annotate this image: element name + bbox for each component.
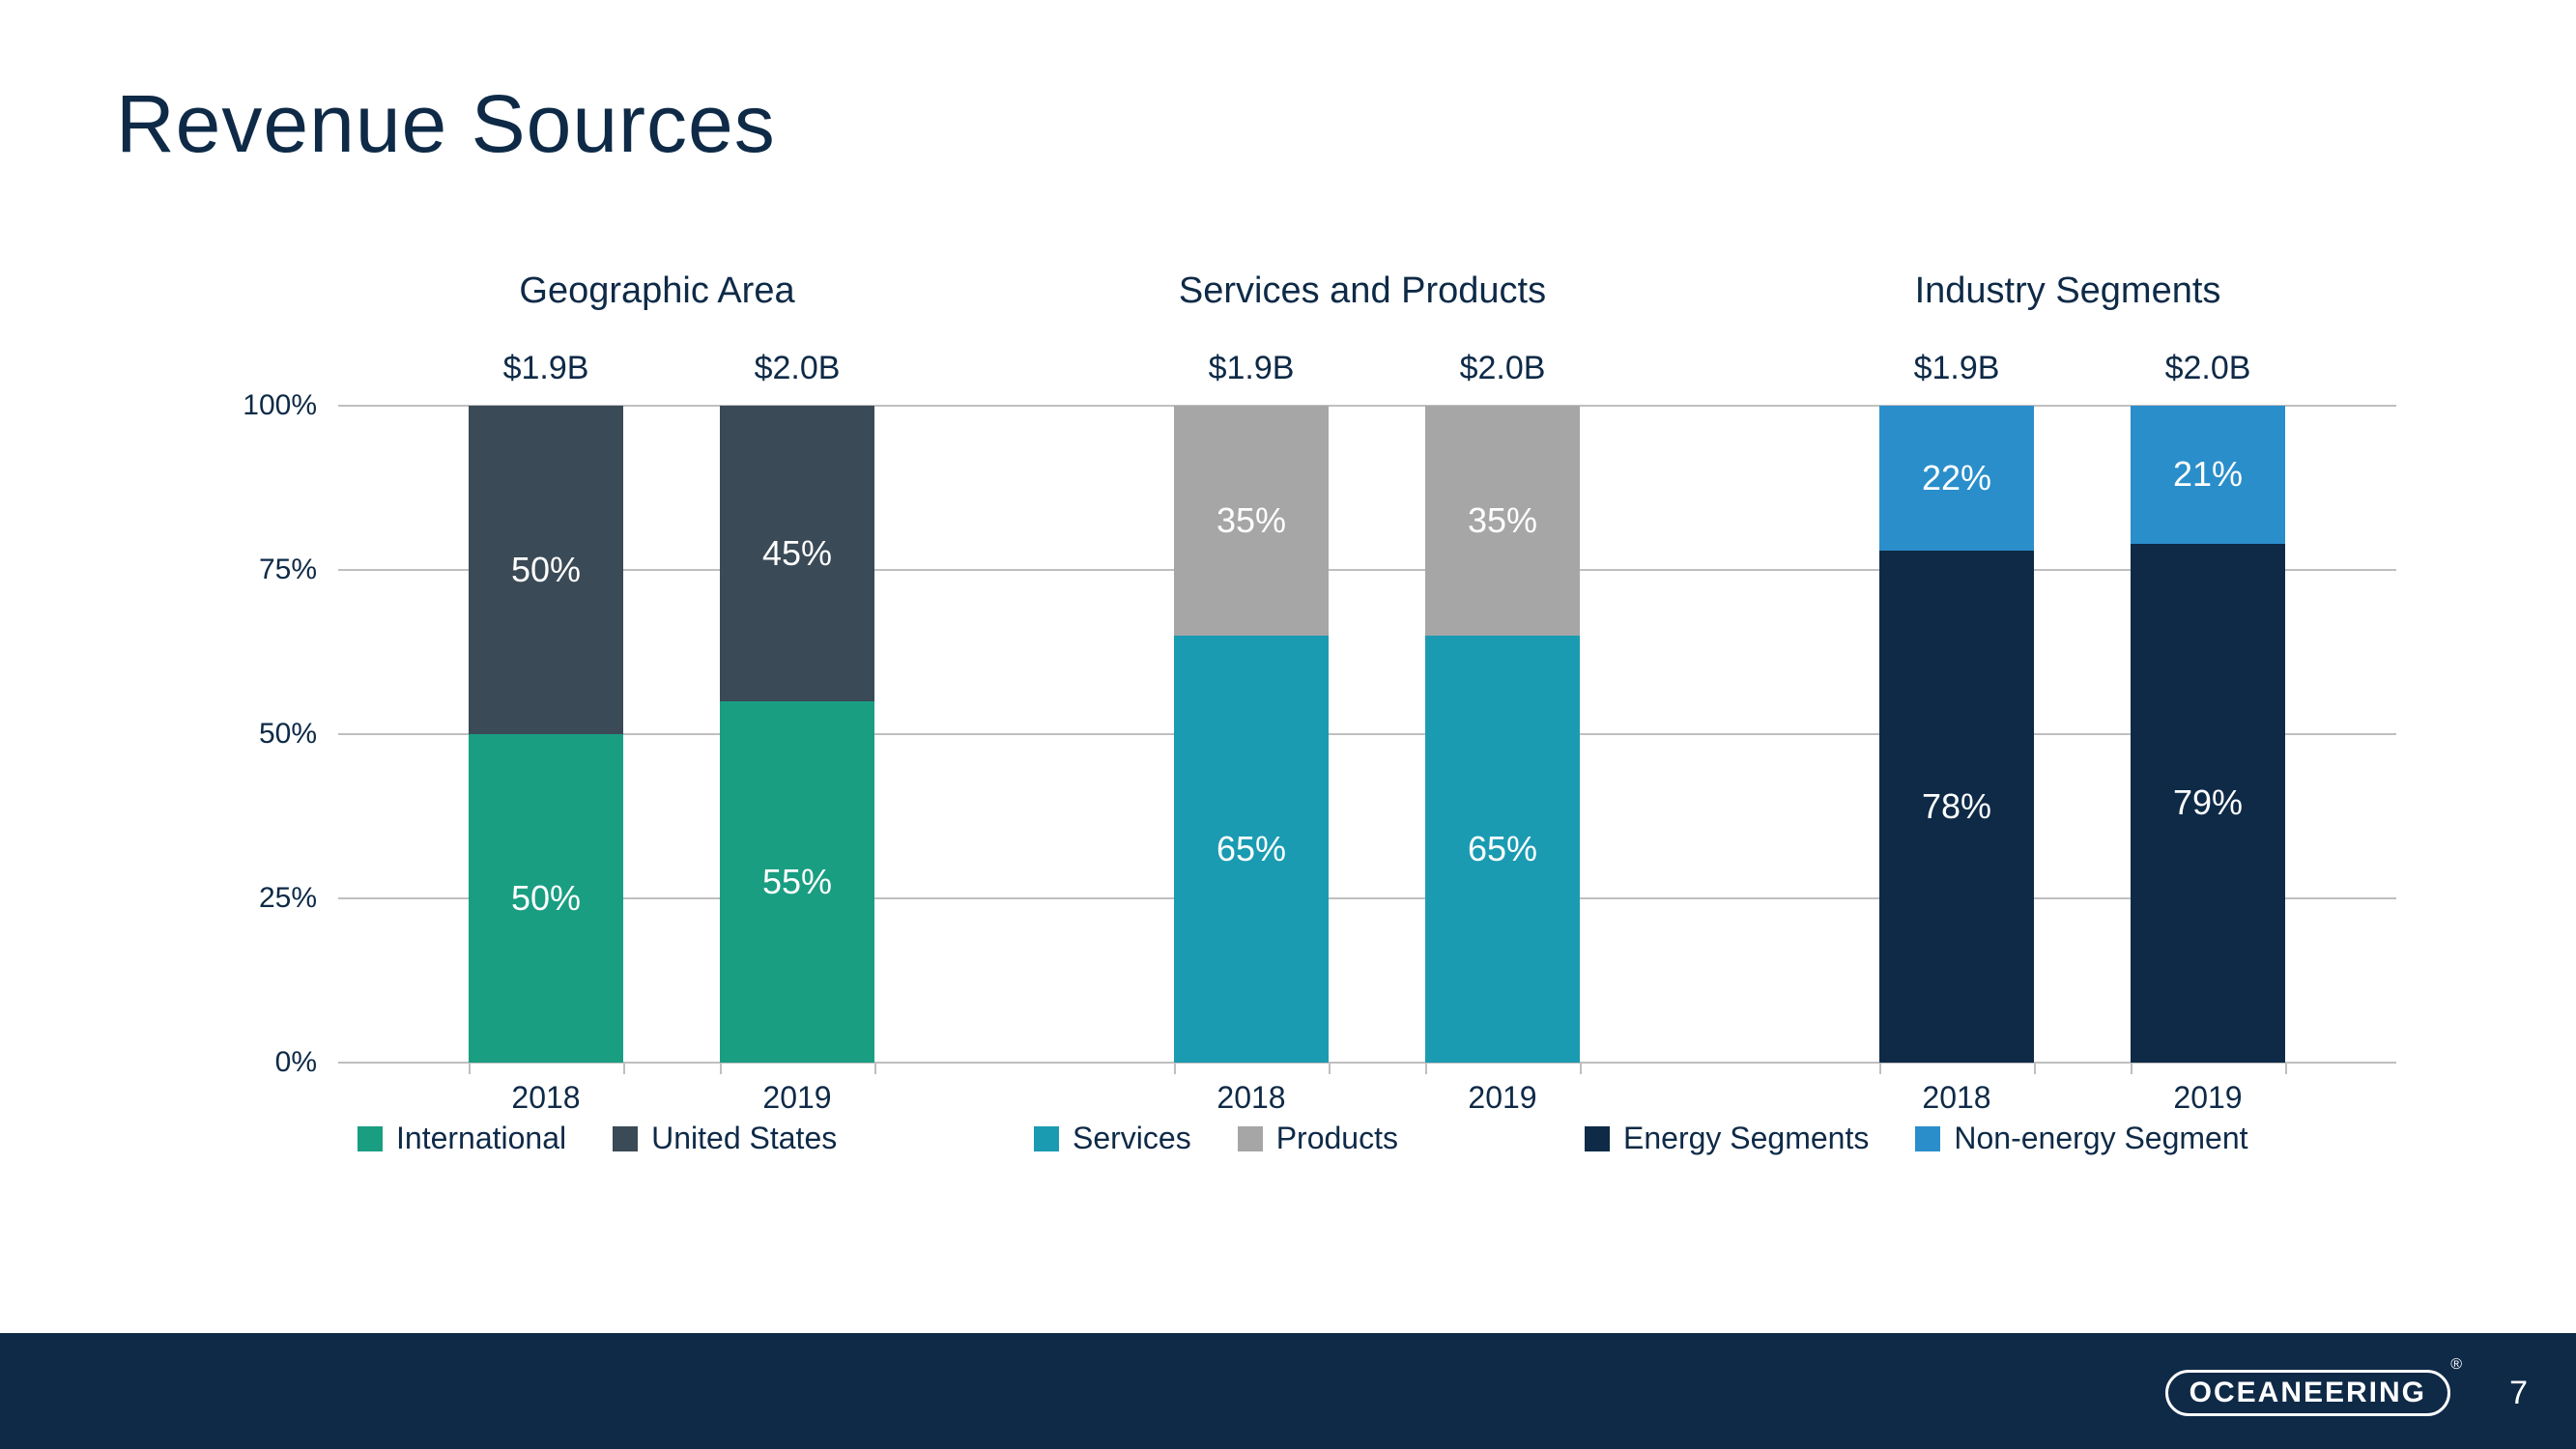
bar-segment: 35%: [1425, 406, 1580, 636]
legend-swatch: [613, 1126, 638, 1151]
legend-group: Energy Segments Non-energy Segment: [1585, 1121, 2248, 1156]
x-tickmark: [1425, 1063, 1427, 1074]
stacked-bar: 55%45%: [720, 406, 874, 1063]
legend-item: United States: [613, 1121, 837, 1156]
chart-legend: International United States Services Produc…: [338, 1121, 2396, 1179]
legend-label: United States: [651, 1121, 837, 1156]
chart-group-title: Geographic Area: [519, 270, 794, 312]
y-tick-label: 100%: [213, 389, 338, 422]
legend-label: Products: [1276, 1121, 1398, 1156]
bar-total-label: $2.0B: [2165, 350, 2251, 387]
x-axis-label: 2019: [2173, 1080, 2242, 1116]
bar-segment: 65%: [1174, 636, 1329, 1063]
bar-segment: 65%: [1425, 636, 1580, 1063]
legend-label: International: [396, 1121, 566, 1156]
x-tickmark: [874, 1063, 876, 1074]
chart-group-title: Services and Products: [1179, 270, 1546, 312]
x-axis-label: 2018: [511, 1080, 580, 1116]
stacked-bar: 50%50%: [469, 406, 623, 1063]
legend-swatch: [1034, 1126, 1059, 1151]
bar-total-label: $2.0B: [755, 350, 841, 387]
bar-total-label: $2.0B: [1460, 350, 1546, 387]
x-tickmark: [1580, 1063, 1582, 1074]
bar-segment: 35%: [1174, 406, 1329, 636]
group-titles-row: Geographic Area Services and Products Indu…: [213, 270, 2396, 328]
x-tickmark: [2034, 1063, 2036, 1074]
bar-segment: 22%: [1879, 406, 2034, 551]
gridline: [338, 1062, 2396, 1064]
bar-total-label: $1.9B: [1914, 350, 2000, 387]
x-tickmark: [1174, 1063, 1176, 1074]
bar-segment: 78%: [1879, 551, 2034, 1063]
chart-plot: 0%25%50%75%100% $1.9B50%50%2018$2.0B55%4…: [338, 406, 2396, 1063]
legend-swatch: [1585, 1126, 1610, 1151]
gridline: [338, 405, 2396, 407]
stacked-bar: 65%35%: [1425, 406, 1580, 1063]
legend-item: International: [358, 1121, 566, 1156]
x-axis-label: 2018: [1216, 1080, 1285, 1116]
y-tick-label: 50%: [213, 718, 338, 751]
gridline: [338, 733, 2396, 735]
company-logo: OCEANEERING: [2165, 1370, 2450, 1416]
slide-footer: OCEANEERING ® 7: [0, 1333, 2576, 1449]
gridline: [338, 897, 2396, 899]
legend-item: Services: [1034, 1121, 1191, 1156]
page-number: 7: [2509, 1375, 2528, 1412]
x-tickmark: [469, 1063, 471, 1074]
legend-label: Services: [1073, 1121, 1191, 1156]
y-tick-label: 75%: [213, 554, 338, 586]
legend-swatch: [1238, 1126, 1263, 1151]
slide: Revenue Sources Geographic Area Services …: [0, 0, 2576, 1449]
x-axis-label: 2019: [762, 1080, 831, 1116]
legend-swatch: [1915, 1126, 1940, 1151]
x-tickmark: [2285, 1063, 2287, 1074]
legend-item: Products: [1238, 1121, 1398, 1156]
registered-mark: ®: [2450, 1356, 2462, 1374]
x-axis-label: 2019: [1468, 1080, 1536, 1116]
legend-swatch: [358, 1126, 383, 1151]
gridline: [338, 569, 2396, 571]
bar-segment: 21%: [2131, 406, 2285, 544]
x-tickmark: [1879, 1063, 1881, 1074]
legend-label: Non-energy Segment: [1954, 1121, 2247, 1156]
bar-segment: 50%: [469, 734, 623, 1063]
x-tickmark: [1329, 1063, 1331, 1074]
stacked-bar: 79%21%: [2131, 406, 2285, 1063]
slide-title: Revenue Sources: [116, 77, 776, 171]
legend-label: Energy Segments: [1623, 1121, 1869, 1156]
y-tick-label: 0%: [213, 1046, 338, 1079]
bar-segment: 50%: [469, 406, 623, 734]
bar-segment: 55%: [720, 701, 874, 1063]
legend-item: Energy Segments: [1585, 1121, 1869, 1156]
bar-segment: 79%: [2131, 544, 2285, 1063]
chart-area: Geographic Area Services and Products Indu…: [213, 270, 2396, 1140]
legend-item: Non-energy Segment: [1915, 1121, 2247, 1156]
stacked-bar: 65%35%: [1174, 406, 1329, 1063]
x-tickmark: [2131, 1063, 2132, 1074]
legend-group: International United States: [358, 1121, 837, 1156]
x-axis-label: 2018: [1922, 1080, 1990, 1116]
bar-segment: 45%: [720, 406, 874, 701]
x-tickmark: [720, 1063, 722, 1074]
stacked-bar: 78%22%: [1879, 406, 2034, 1063]
legend-group: Services Products: [1034, 1121, 1398, 1156]
x-tickmark: [623, 1063, 625, 1074]
chart-group-title: Industry Segments: [1915, 270, 2221, 312]
y-tick-label: 25%: [213, 882, 338, 915]
bar-total-label: $1.9B: [503, 350, 589, 387]
y-axis: 0%25%50%75%100%: [213, 406, 338, 1063]
bar-total-label: $1.9B: [1209, 350, 1295, 387]
